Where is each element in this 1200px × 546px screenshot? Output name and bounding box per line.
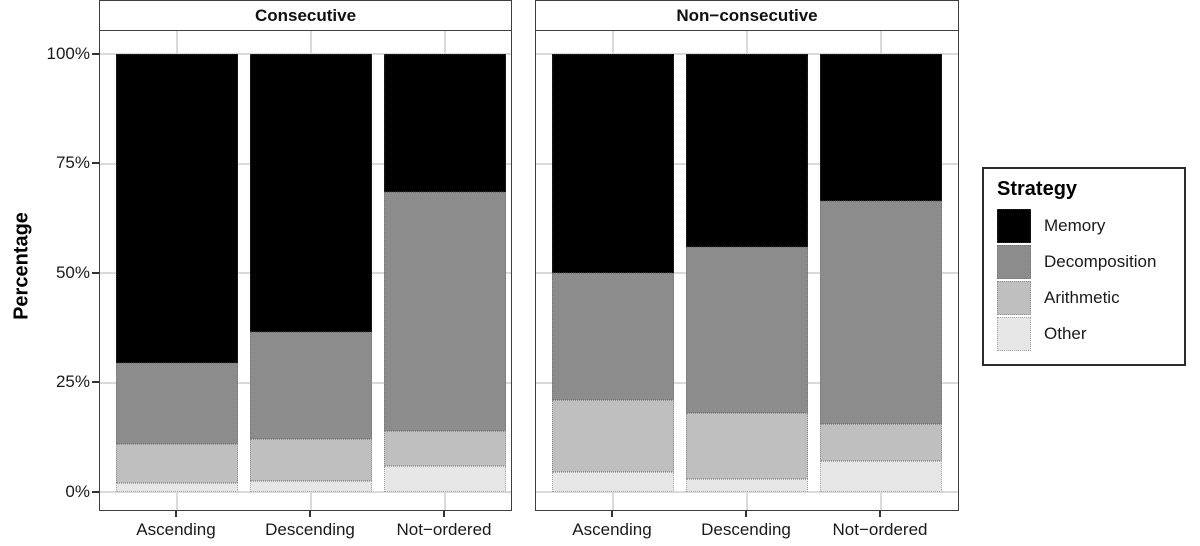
facet-strip: Non−consecutive — [535, 0, 959, 31]
bar-segment-other — [384, 465, 506, 492]
facet-strip: Consecutive — [99, 0, 512, 31]
facet-strip-label: Non−consecutive — [676, 5, 818, 25]
legend-item-arithmetic: Arithmetic — [997, 280, 1172, 316]
x-tick-mark — [879, 511, 881, 517]
legend-key-arithmetic-swatch — [997, 281, 1031, 315]
legend-item-other: Other — [997, 316, 1172, 352]
bar-segment-decomposition — [250, 332, 372, 440]
bar-segment-memory — [384, 54, 506, 192]
legend-title: Strategy — [997, 178, 1078, 200]
facet-consecutive: Consecutive Ascending Descending Not−order… — [99, 0, 512, 546]
bar-segment-other — [116, 483, 238, 492]
facet-strip-label: Consecutive — [254, 5, 357, 25]
bar-segment-other — [552, 472, 674, 492]
bar-segment-arithmetic — [250, 439, 372, 482]
bar-segment-decomposition — [384, 192, 506, 431]
horizontal-gridline — [100, 491, 511, 493]
plot-panel — [99, 30, 512, 511]
legend-label: Memory — [1044, 216, 1106, 235]
legend-item-memory: Memory — [997, 208, 1172, 244]
stacked-bar-descending — [250, 54, 372, 492]
bar-segment-other — [686, 478, 808, 492]
stacked-bar-ascending — [116, 54, 238, 492]
bar-segment-arithmetic — [820, 424, 942, 462]
x-tick-mark — [175, 511, 177, 517]
x-axis: Ascending Descending Not−ordered — [99, 511, 512, 546]
legend-item-decomposition: Decomposition — [997, 244, 1172, 280]
bar-segment-other — [820, 461, 942, 492]
bar-segment-arithmetic — [686, 413, 808, 479]
bar-segment-decomposition — [820, 200, 942, 425]
x-tick-label: Not−ordered — [396, 520, 492, 539]
bar-segment-memory — [552, 54, 674, 274]
x-tick-label: Ascending — [136, 520, 216, 539]
legend-label: Other — [1044, 324, 1087, 343]
horizontal-gridline — [100, 53, 511, 55]
bar-segment-memory — [116, 54, 238, 363]
bar-segment-memory — [820, 54, 942, 201]
stacked-bar-not−ordered — [384, 54, 506, 492]
bar-segment-arithmetic — [552, 400, 674, 473]
bar-segment-arithmetic — [384, 430, 506, 466]
y-tick-mark — [92, 53, 99, 55]
bar-segment-arithmetic — [116, 443, 238, 484]
y-tick-label-100: 100% — [46, 44, 90, 63]
x-tick-mark — [309, 511, 311, 517]
x-tick-label: Descending — [265, 520, 355, 539]
bar-segment-decomposition — [552, 273, 674, 401]
y-tick-label-0: 0% — [65, 482, 90, 501]
x-axis: Ascending Descending Not−ordered — [535, 511, 959, 546]
stacked-bar-descending — [686, 54, 808, 492]
x-tick-label: Ascending — [572, 520, 652, 539]
x-tick-label: Descending — [701, 520, 791, 539]
horizontal-gridline — [536, 491, 958, 493]
legend-label: Arithmetic — [1044, 288, 1120, 307]
y-tick-mark — [92, 491, 99, 493]
bar-segment-decomposition — [116, 362, 238, 444]
legend-key-other-swatch — [997, 317, 1031, 351]
bar-segment-memory — [686, 54, 808, 247]
bar-segment-decomposition — [686, 246, 808, 414]
legend-key-decomposition-swatch — [997, 245, 1031, 279]
horizontal-gridline — [536, 53, 958, 55]
bar-segment-other — [250, 481, 372, 492]
y-tick-mark — [92, 272, 99, 274]
bar-segment-memory — [250, 54, 372, 333]
x-tick-mark — [611, 511, 613, 517]
stacked-bar-not−ordered — [820, 54, 942, 492]
y-tick-label-75: 75% — [55, 153, 90, 172]
y-tick-mark — [92, 381, 99, 383]
y-tick-label-50: 50% — [55, 263, 90, 282]
stacked-bar-ascending — [552, 54, 674, 492]
x-tick-mark — [443, 511, 445, 517]
plot-panel — [535, 30, 959, 511]
x-tick-mark — [745, 511, 747, 517]
legend-label: Decomposition — [1044, 252, 1157, 271]
x-tick-label: Not−ordered — [832, 520, 928, 539]
y-tick-mark — [92, 162, 99, 164]
y-tick-label-25: 25% — [55, 372, 90, 391]
facet-non-consecutive: Non−consecutive Ascending Descending Not−o… — [535, 0, 959, 546]
legend: Strategy Memory Decomposition Arithmetic… — [982, 167, 1186, 366]
legend-key-memory-swatch — [997, 209, 1031, 243]
